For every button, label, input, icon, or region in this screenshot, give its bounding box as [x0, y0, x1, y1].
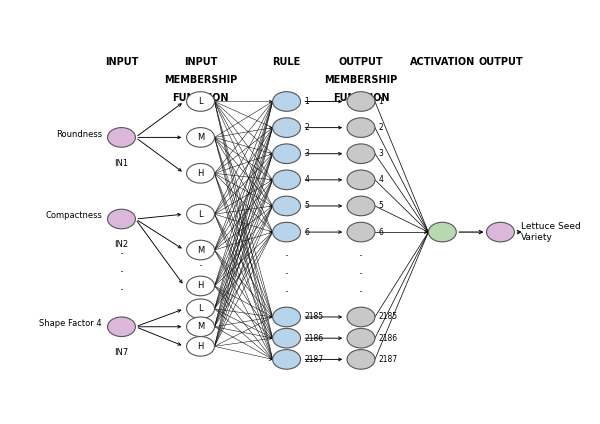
Text: Roundness: Roundness [56, 130, 102, 139]
Text: INPUT: INPUT [184, 57, 217, 67]
Circle shape [347, 196, 375, 216]
Circle shape [187, 337, 215, 356]
Circle shape [272, 118, 301, 137]
Circle shape [187, 299, 215, 318]
Text: M: M [197, 322, 204, 331]
Text: FUNCTION: FUNCTION [172, 93, 229, 103]
Text: 5: 5 [304, 201, 309, 210]
Text: 3: 3 [304, 149, 309, 158]
Circle shape [347, 92, 375, 111]
Text: 6: 6 [304, 228, 309, 237]
Text: IN2: IN2 [115, 240, 128, 249]
Text: 2186: 2186 [304, 334, 323, 343]
Circle shape [187, 128, 215, 147]
Circle shape [272, 350, 301, 369]
Circle shape [187, 276, 215, 296]
Circle shape [272, 222, 301, 242]
Text: MEMBERSHIP: MEMBERSHIP [164, 75, 237, 85]
Text: INPUT: INPUT [105, 57, 138, 67]
Text: M: M [197, 133, 204, 142]
Text: ACTIVATION: ACTIVATION [410, 57, 475, 67]
Circle shape [107, 128, 136, 147]
Circle shape [487, 222, 514, 242]
Circle shape [347, 222, 375, 242]
Circle shape [107, 209, 136, 229]
Circle shape [347, 170, 375, 190]
Text: 6: 6 [379, 228, 383, 237]
Text: H: H [197, 282, 204, 290]
Text: Compactness: Compactness [45, 211, 102, 220]
Text: Shape Factor 4: Shape Factor 4 [40, 319, 102, 328]
Text: 2186: 2186 [379, 334, 398, 343]
Text: OUTPUT: OUTPUT [478, 57, 523, 67]
Text: H: H [197, 169, 204, 178]
Circle shape [272, 144, 301, 164]
Text: 1: 1 [379, 97, 383, 106]
Text: L: L [198, 304, 203, 313]
Circle shape [107, 317, 136, 337]
Circle shape [428, 222, 457, 242]
Circle shape [272, 92, 301, 111]
Text: OUTPUT: OUTPUT [338, 57, 383, 67]
Text: 2185: 2185 [304, 312, 323, 321]
Circle shape [272, 170, 301, 190]
Text: L: L [198, 97, 203, 106]
Text: H: H [197, 342, 204, 351]
Text: 5: 5 [379, 201, 383, 210]
Text: Lettuce Seed
Variety: Lettuce Seed Variety [521, 222, 581, 242]
Text: ·
·
·: · · · [119, 248, 124, 297]
Circle shape [187, 204, 215, 224]
Text: L: L [198, 209, 203, 219]
Circle shape [347, 328, 375, 348]
Text: FUNCTION: FUNCTION [333, 93, 389, 103]
Text: 2: 2 [379, 123, 383, 132]
Text: IN1: IN1 [115, 159, 128, 167]
Circle shape [347, 350, 375, 369]
Circle shape [187, 164, 215, 183]
Text: 2187: 2187 [379, 355, 398, 364]
Circle shape [347, 307, 375, 327]
Text: MEMBERSHIP: MEMBERSHIP [325, 75, 398, 85]
Circle shape [187, 317, 215, 337]
Circle shape [187, 240, 215, 260]
Text: 2185: 2185 [379, 312, 398, 321]
Text: 2: 2 [304, 123, 309, 132]
Text: IN7: IN7 [115, 348, 128, 357]
Circle shape [272, 307, 301, 327]
Text: 4: 4 [304, 176, 309, 184]
Text: RULE: RULE [272, 57, 301, 67]
Circle shape [272, 196, 301, 216]
Text: ·
·
·: · · · [359, 250, 363, 299]
Circle shape [347, 118, 375, 137]
Circle shape [272, 328, 301, 348]
Text: ·
·
·: · · · [284, 250, 289, 299]
Text: 1: 1 [304, 97, 309, 106]
Text: 3: 3 [379, 149, 383, 158]
Text: 4: 4 [379, 176, 383, 184]
Text: 2187: 2187 [304, 355, 323, 364]
Text: M: M [197, 245, 204, 254]
Text: ·
·
·: · · · [199, 242, 203, 291]
Circle shape [347, 144, 375, 164]
Circle shape [187, 92, 215, 111]
